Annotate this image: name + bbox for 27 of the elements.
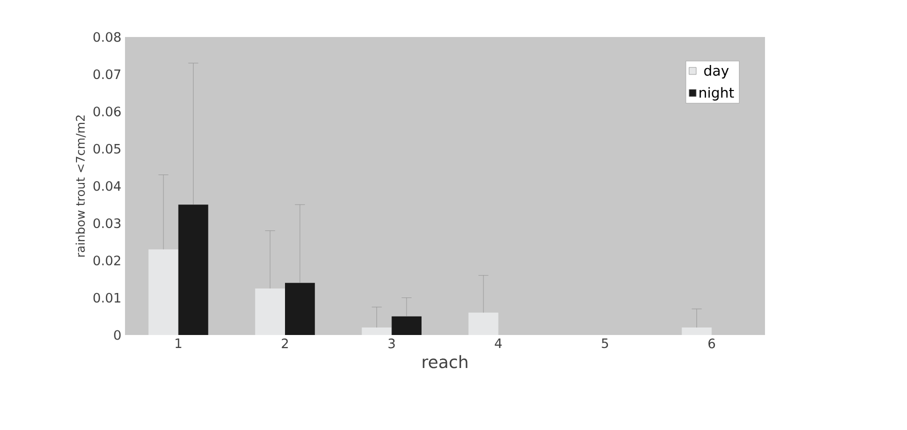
y-tick-label: 0.03 <box>94 218 120 228</box>
y-tick-label: 0 <box>114 330 121 340</box>
y-tick-label: 0.01 <box>94 292 120 303</box>
x-axis-title: reach <box>422 355 468 368</box>
bar <box>392 316 422 335</box>
x-tick-label: 5 <box>602 338 608 348</box>
y-tick-label: 0.02 <box>94 256 120 266</box>
bar <box>468 312 498 335</box>
bar <box>682 328 712 335</box>
y-tick-label: 0.07 <box>94 69 120 80</box>
bar <box>255 288 286 335</box>
x-tick-label: 1 <box>176 338 182 348</box>
y-tick-label: 0.06 <box>94 106 121 116</box>
y-tick-label: 0.04 <box>94 181 121 191</box>
bar <box>285 282 315 335</box>
bar <box>148 249 178 335</box>
y-tick-label: 0.05 <box>94 144 120 154</box>
legend-label: day <box>704 65 729 79</box>
x-tick-label: 6 <box>708 338 715 348</box>
y-tick-label: 0.08 <box>94 32 121 42</box>
bar <box>178 204 208 335</box>
legend-label: night <box>700 87 734 101</box>
y-axis-title: rainbow trout <7cm/m2 <box>76 115 86 257</box>
bar <box>362 328 392 335</box>
x-tick-label: 2 <box>282 338 288 348</box>
x-tick-label: 4 <box>494 338 502 348</box>
x-tick-label: 3 <box>388 338 395 348</box>
